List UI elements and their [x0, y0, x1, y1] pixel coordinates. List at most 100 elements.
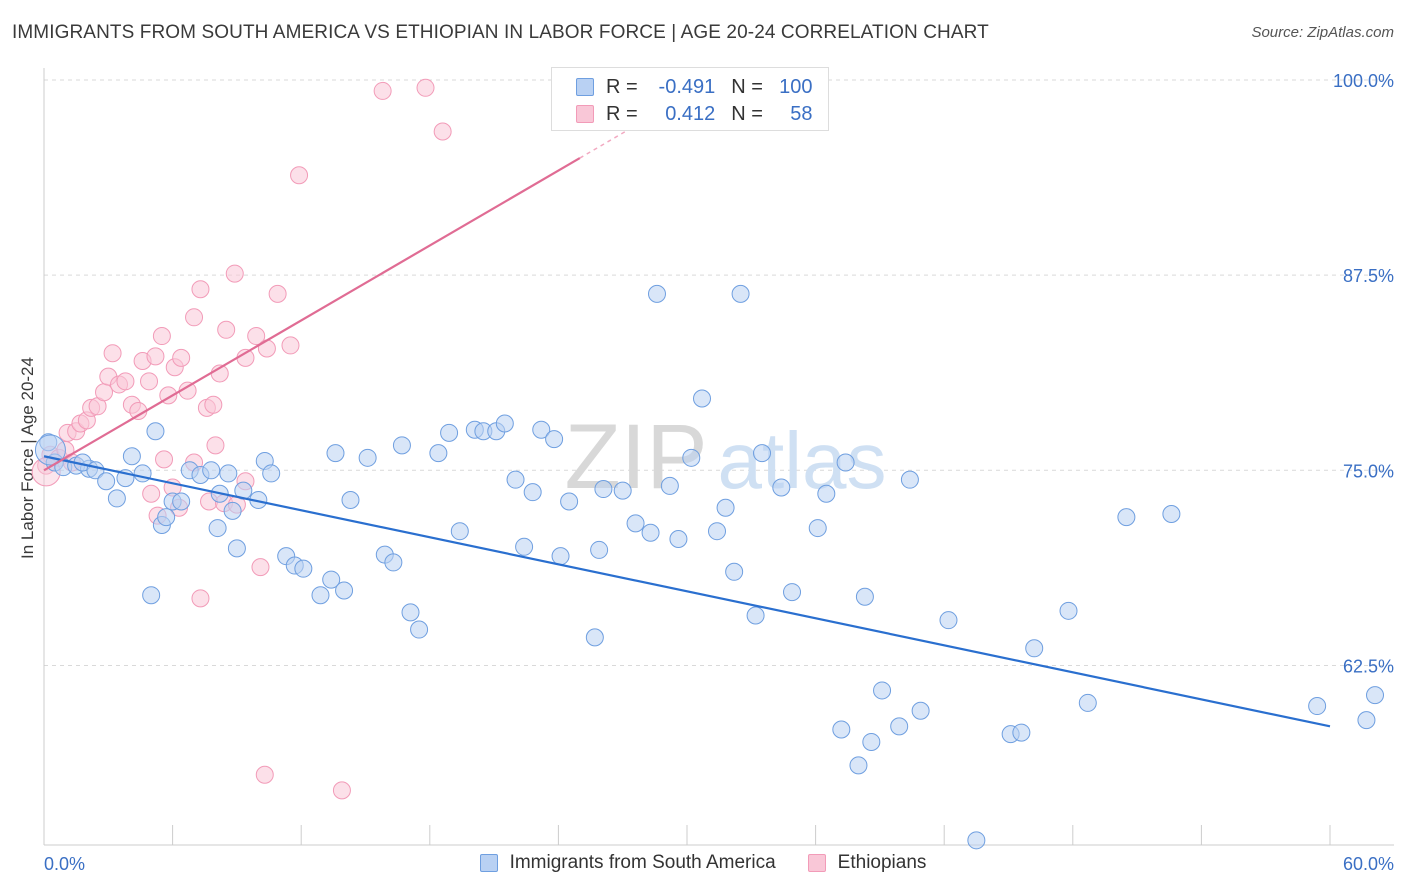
south-america-point: [560, 492, 579, 511]
ethiopian-point: [116, 372, 135, 391]
legend-label-south-america: Immigrants from South America: [509, 852, 776, 873]
south-america-point: [1162, 505, 1181, 524]
south-america-point: [122, 447, 141, 466]
legend-swatch-blue: [576, 78, 594, 96]
south-america-point: [1012, 723, 1031, 742]
south-america-point: [34, 434, 66, 466]
south-america-point: [208, 519, 227, 538]
south-america-point: [1059, 601, 1078, 620]
ethiopian-point: [281, 336, 300, 355]
south-america-point: [1078, 693, 1097, 712]
south-america-point: [939, 611, 958, 630]
south-america-point: [523, 483, 542, 502]
south-america-point: [772, 478, 791, 497]
legend-n-value: 100: [779, 75, 813, 98]
south-america-point: [626, 514, 645, 533]
series-south-america-points: [34, 284, 1385, 850]
ethiopian-point: [247, 327, 266, 346]
south-america-point: [401, 603, 420, 622]
south-america-point: [890, 717, 909, 736]
south-america-point: [967, 831, 986, 850]
ethiopian-point: [191, 589, 210, 608]
south-america-point: [1357, 711, 1376, 730]
south-america-point: [532, 420, 551, 439]
south-america-point: [862, 732, 881, 751]
ethiopian-point: [332, 781, 351, 800]
legend-r-label: R =: [606, 102, 638, 125]
watermark-atlas: atlas: [718, 416, 887, 505]
south-america-point: [716, 498, 735, 517]
south-america-point: [107, 489, 126, 508]
south-america-point: [647, 284, 666, 303]
ethiopian-point: [290, 166, 309, 185]
y-tick-label: 75.0%: [1343, 461, 1394, 481]
south-america-point: [335, 581, 354, 600]
trend-lines: [43, 119, 1331, 728]
south-america-point: [900, 470, 919, 489]
legend-r-value: 0.412: [665, 102, 716, 125]
south-america-point: [873, 681, 892, 700]
ethiopian-point: [416, 78, 435, 97]
x-tick-label-min: 0.0%: [44, 854, 85, 874]
ethiopian-point: [152, 327, 171, 346]
south-america-point: [172, 492, 191, 511]
south-america-point: [495, 414, 514, 433]
legend-label-ethiopians: Ethiopians: [837, 852, 927, 873]
ethiopian-point: [140, 372, 159, 391]
y-tick-label: 100.0%: [1333, 71, 1394, 91]
south-america-point: [1308, 697, 1327, 716]
legend-r-value: -0.491: [658, 75, 716, 98]
chart-title: IMMIGRANTS FROM SOUTH AMERICA VS ETHIOPI…: [12, 22, 989, 43]
x-tick-labels: 0.0% 60.0%: [44, 854, 1394, 874]
south-america-point: [783, 583, 802, 602]
y-tick-label: 62.5%: [1343, 656, 1394, 676]
legend-row-pink: R = 0.412 N = 58: [576, 101, 813, 127]
south-america-point: [660, 476, 679, 495]
south-america-point: [817, 484, 836, 503]
south-america-point: [294, 559, 313, 578]
source-label: Source: ZipAtlas.com: [1251, 24, 1394, 41]
ethiopian-point: [373, 81, 392, 100]
south-america-point: [311, 586, 330, 605]
legend-n-label: N =: [731, 102, 763, 125]
south-america-point: [725, 562, 744, 581]
south-america-point: [911, 701, 930, 720]
south-america-point: [202, 461, 221, 480]
legend-swatch-ethiopians: [807, 854, 826, 872]
legend-n-label: N =: [731, 75, 763, 98]
legend-swatch-pink: [576, 105, 594, 123]
south-america-point: [326, 444, 345, 463]
ethiopian-point: [95, 383, 114, 402]
south-america-point: [545, 430, 564, 449]
south-america-point: [832, 720, 851, 739]
series-ethiopians-points: [31, 78, 589, 800]
south-america-point: [506, 470, 525, 489]
ethiopian-point: [185, 308, 204, 327]
ethiopian-point: [191, 280, 210, 299]
ethiopian-point: [255, 765, 274, 784]
south-america-point: [97, 472, 116, 491]
south-america-point: [146, 422, 165, 441]
south-america-point: [227, 539, 246, 558]
ethiopian-point: [146, 347, 165, 366]
south-america-point: [682, 448, 701, 467]
south-america-point: [1366, 686, 1385, 705]
south-america-point: [410, 620, 429, 639]
south-america-point: [1025, 639, 1044, 658]
south-america-point: [157, 508, 176, 527]
trend-line-ethiopians: [43, 157, 581, 472]
south-america-point: [551, 547, 570, 566]
south-america-point: [808, 519, 827, 538]
ethiopian-point: [206, 436, 225, 455]
ethiopian-point: [155, 450, 174, 469]
ethiopian-point: [268, 284, 287, 303]
south-america-point: [585, 628, 604, 647]
gridlines: [44, 79, 1394, 666]
legend-row-blue: R = -0.491 N = 100: [576, 74, 813, 100]
south-america-point: [223, 501, 242, 520]
ethiopian-point: [204, 395, 223, 414]
legend-r-label: R =: [606, 75, 638, 98]
south-america-point: [142, 586, 161, 605]
south-america-point: [731, 284, 750, 303]
